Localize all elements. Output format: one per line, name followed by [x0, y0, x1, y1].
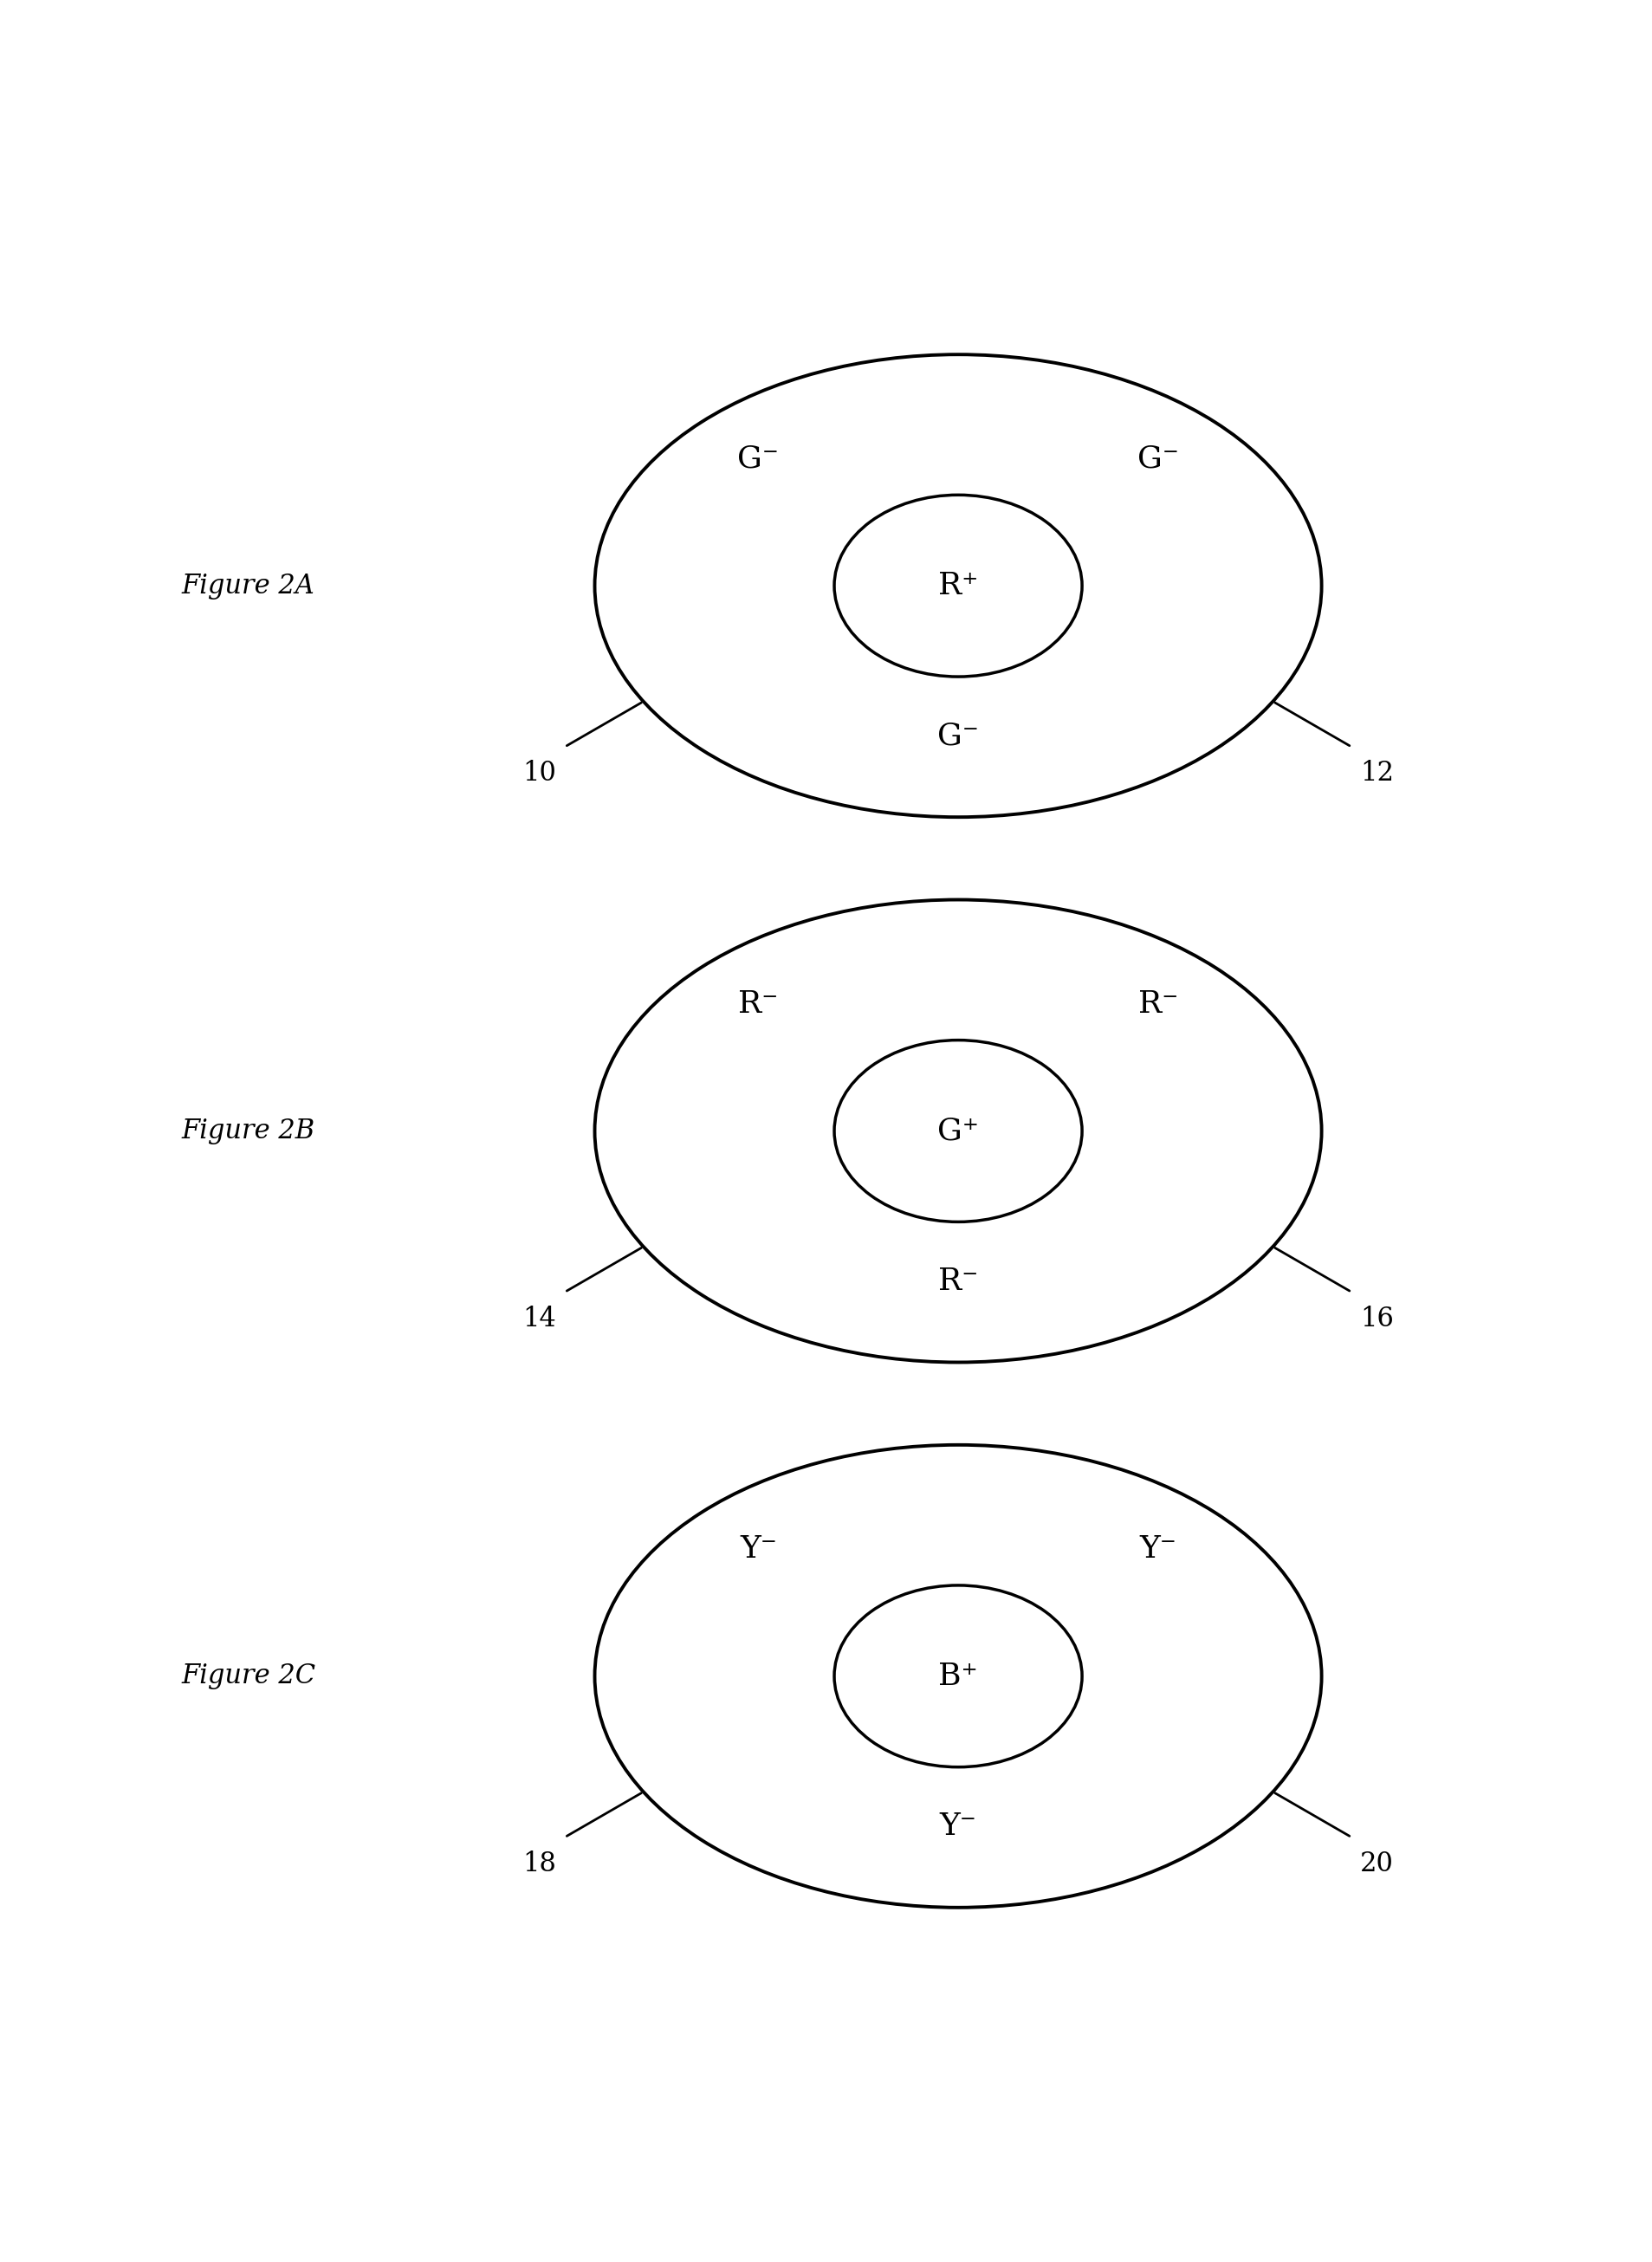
- Text: 18: 18: [522, 1850, 557, 1877]
- Text: 14: 14: [524, 1305, 557, 1332]
- Text: G⁻: G⁻: [937, 722, 980, 751]
- Text: 16: 16: [1360, 1305, 1394, 1332]
- Text: R⁻: R⁻: [938, 1267, 978, 1296]
- Text: B⁺: B⁺: [938, 1663, 978, 1692]
- Text: Figure 2A: Figure 2A: [182, 572, 316, 599]
- Text: Figure 2B: Figure 2B: [182, 1117, 316, 1145]
- Text: G⁺: G⁺: [937, 1115, 980, 1147]
- Text: G⁻: G⁻: [737, 443, 780, 473]
- Text: Y⁻: Y⁻: [1140, 1534, 1176, 1563]
- Text: R⁻: R⁻: [738, 988, 778, 1018]
- Text: R⁻: R⁻: [1138, 988, 1178, 1018]
- Text: Y⁻: Y⁻: [740, 1534, 776, 1563]
- Text: Figure 2C: Figure 2C: [182, 1663, 316, 1690]
- Text: Y⁻: Y⁻: [940, 1812, 976, 1841]
- Text: R⁺: R⁺: [938, 570, 978, 599]
- Text: 20: 20: [1360, 1850, 1394, 1877]
- Text: 12: 12: [1360, 760, 1394, 787]
- Text: 10: 10: [522, 760, 557, 787]
- Text: G⁻: G⁻: [1137, 443, 1180, 473]
